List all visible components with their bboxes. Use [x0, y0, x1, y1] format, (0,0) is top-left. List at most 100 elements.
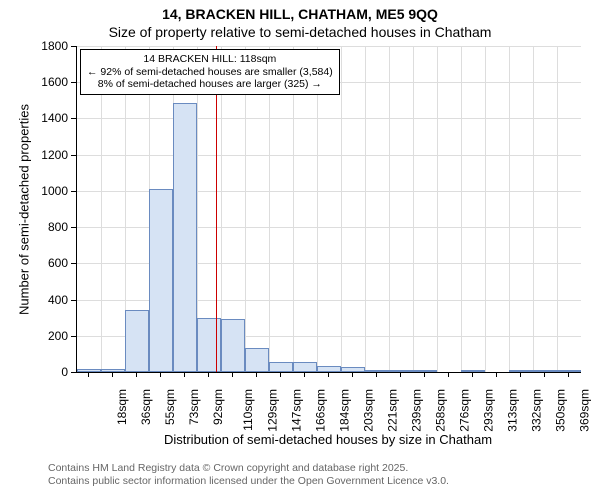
grid-line [77, 155, 581, 156]
x-tick-label: 293sqm [482, 389, 496, 432]
grid-line [557, 46, 558, 372]
histogram-bar [533, 370, 557, 372]
grid-line [77, 118, 581, 119]
x-tick-label: 166sqm [314, 389, 328, 432]
footer-line1: Contains HM Land Registry data © Crown c… [48, 462, 449, 475]
chart-title-sub: Size of property relative to semi-detach… [0, 24, 600, 40]
grid-line [389, 46, 390, 372]
histogram-bar [197, 318, 221, 372]
y-axis-label: Number of semi-detached properties [17, 90, 32, 330]
grid-line [341, 46, 342, 372]
grid-line [509, 46, 510, 372]
x-tick-label: 276sqm [458, 389, 472, 432]
grid-line [269, 46, 270, 372]
x-tick [160, 372, 161, 377]
x-tick-label: 258sqm [434, 389, 448, 432]
histogram-bar [77, 369, 101, 372]
x-tick [448, 372, 449, 377]
y-tick-label: 1800 [32, 39, 68, 53]
grid-line [461, 46, 462, 372]
x-axis-label: Distribution of semi-detached houses by … [76, 432, 580, 447]
y-tick-label: 1200 [32, 148, 68, 162]
y-tick-label: 400 [32, 293, 68, 307]
x-tick [88, 372, 89, 377]
histogram-bar [101, 369, 125, 372]
x-tick [232, 372, 233, 377]
annotation-line3: 8% of semi-detached houses are larger (3… [87, 78, 333, 91]
x-tick-label: 332sqm [530, 389, 544, 432]
y-tick-label: 1600 [32, 75, 68, 89]
x-tick [400, 372, 401, 377]
grid-line [365, 46, 366, 372]
y-tick-label: 200 [32, 329, 68, 343]
y-tick-label: 1000 [32, 184, 68, 198]
x-tick [376, 372, 377, 377]
grid-line [245, 46, 246, 372]
y-tick-label: 600 [32, 256, 68, 270]
annotation-line2: ← 92% of semi-detached houses are smalle… [87, 66, 333, 79]
x-tick [112, 372, 113, 377]
y-tick-label: 0 [32, 365, 68, 379]
x-tick-label: 129sqm [266, 389, 280, 432]
histogram-bar [509, 370, 533, 372]
histogram-bar [269, 362, 293, 372]
x-tick-label: 55sqm [163, 389, 177, 425]
footer-attribution: Contains HM Land Registry data © Crown c… [48, 462, 449, 487]
x-tick [496, 372, 497, 377]
x-tick [472, 372, 473, 377]
x-tick-label: 239sqm [410, 389, 424, 432]
histogram-bar [293, 362, 317, 372]
grid-line [413, 46, 414, 372]
footer-line2: Contains public sector information licen… [48, 475, 449, 488]
x-tick-label: 73sqm [187, 389, 201, 425]
x-tick-label: 313sqm [506, 389, 520, 432]
chart-title-main: 14, BRACKEN HILL, CHATHAM, ME5 9QQ [0, 6, 600, 22]
grid-line [101, 46, 102, 372]
x-tick-label: 36sqm [139, 389, 153, 425]
x-tick [424, 372, 425, 377]
histogram-bar [413, 370, 437, 372]
histogram-bar [365, 370, 389, 372]
x-tick-label: 92sqm [211, 389, 225, 425]
x-tick-label: 350sqm [554, 389, 568, 432]
histogram-bar [173, 103, 197, 372]
x-tick [280, 372, 281, 377]
histogram-bar [125, 310, 149, 372]
histogram-bar [557, 370, 581, 372]
y-tick-label: 800 [32, 220, 68, 234]
x-tick [304, 372, 305, 377]
x-tick [328, 372, 329, 377]
grid-line [437, 46, 438, 372]
x-tick [568, 372, 569, 377]
histogram-bar [317, 366, 341, 372]
x-tick-label: 184sqm [338, 389, 352, 432]
histogram-bar [221, 319, 245, 372]
plot-area: 14 BRACKEN HILL: 118sqm ← 92% of semi-de… [76, 46, 581, 373]
histogram-bar [341, 367, 365, 372]
grid-line [77, 46, 581, 47]
grid-line [317, 46, 318, 372]
grid-line [293, 46, 294, 372]
x-tick [544, 372, 545, 377]
x-tick [184, 372, 185, 377]
x-tick [256, 372, 257, 377]
x-tick-label: 369sqm [578, 389, 592, 432]
histogram-bar [245, 348, 269, 372]
x-tick-label: 110sqm [241, 389, 255, 431]
chart-container: 14, BRACKEN HILL, CHATHAM, ME5 9QQ Size … [0, 0, 600, 500]
histogram-bar [389, 370, 413, 372]
histogram-bar [461, 370, 485, 372]
property-marker-line [216, 46, 217, 372]
x-tick [136, 372, 137, 377]
grid-line [533, 46, 534, 372]
x-tick [208, 372, 209, 377]
grid-line [485, 46, 486, 372]
x-tick-label: 203sqm [362, 389, 376, 432]
x-tick [352, 372, 353, 377]
x-tick-label: 18sqm [115, 389, 129, 425]
x-tick-label: 221sqm [386, 389, 400, 432]
y-tick-label: 1400 [32, 111, 68, 125]
x-tick [520, 372, 521, 377]
annotation-line1: 14 BRACKEN HILL: 118sqm [87, 53, 333, 66]
annotation-box: 14 BRACKEN HILL: 118sqm ← 92% of semi-de… [80, 49, 340, 95]
